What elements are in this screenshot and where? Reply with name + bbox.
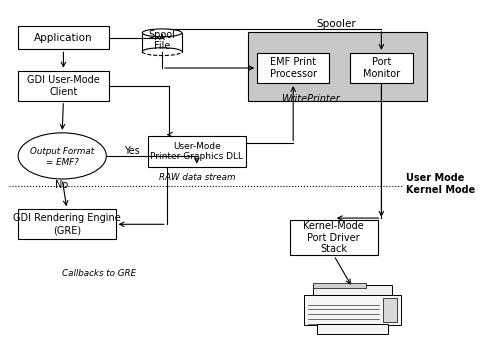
Bar [304,295,401,325]
Text: Callbacks to GRE: Callbacks to GRE [62,268,137,278]
Bar [18,71,109,101]
Text: Yes: Yes [124,146,140,156]
Text: Kernel Mode: Kernel Mode [406,185,475,195]
Text: EMF Print
Processor: EMF Print Processor [270,57,317,79]
Bar [248,32,427,101]
Text: Kernel-Mode
Port Driver
Stack: Kernel-Mode Port Driver Stack [304,221,364,254]
Text: User-Mode
Printer Graphics DLL: User-Mode Printer Graphics DLL [150,142,244,161]
Text: Output Format: Output Format [30,147,94,156]
Text: Spool
File: Spool File [149,30,176,51]
Bar [313,283,366,288]
Ellipse shape [18,133,106,179]
Text: User Mode: User Mode [406,173,464,183]
Text: RAW data stream: RAW data stream [159,173,235,182]
Text: Application: Application [34,33,93,43]
Text: Spooler: Spooler [316,19,356,29]
Bar [257,53,329,83]
Bar [384,298,397,322]
Bar [18,209,116,240]
Text: WritePrinter: WritePrinter [281,94,340,104]
Ellipse shape [142,29,182,37]
Bar [148,136,245,166]
Text: Port
Monitor: Port Monitor [363,57,400,79]
Text: GDI User-Mode
Client: GDI User-Mode Client [27,75,100,97]
Text: = EMF?: = EMF? [46,158,79,167]
Bar [350,53,413,83]
Text: No: No [55,180,68,190]
Bar [18,26,109,49]
Text: GDI Rendering Engine
(GRE): GDI Rendering Engine (GRE) [13,213,121,235]
Bar [317,324,388,334]
Bar [290,220,378,255]
Bar [313,285,392,295]
